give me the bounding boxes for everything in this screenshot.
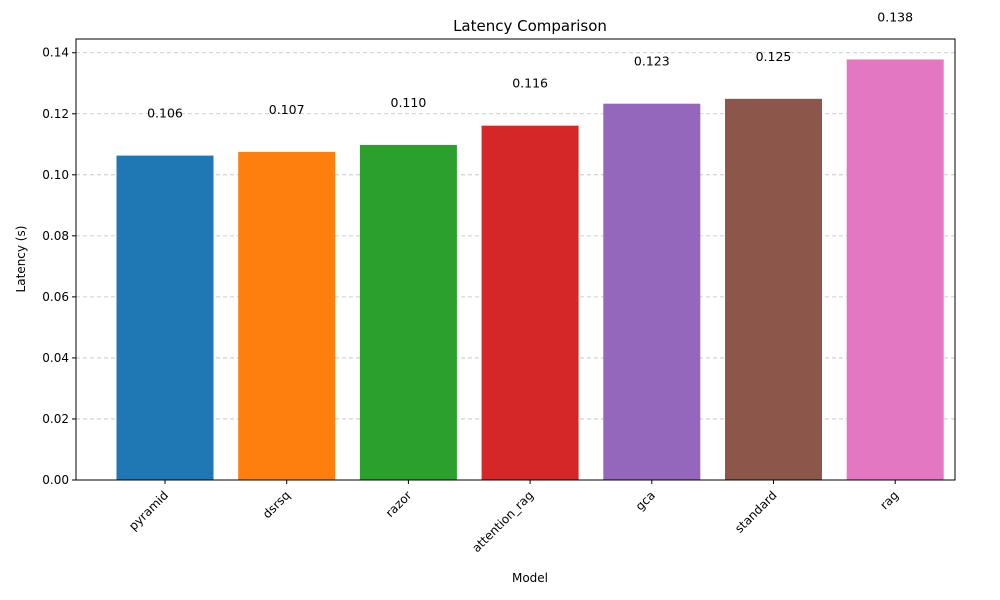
x-axis-label: Model — [512, 571, 548, 585]
y-axis-ticks: 0.00 0.02 0.04 0.06 0.08 0.10 0.12 0.14 — [42, 46, 76, 487]
bar-value-label: 0.107 — [269, 102, 305, 117]
bar-attention_rag — [481, 125, 579, 481]
y-tick-label: 0.14 — [42, 46, 69, 60]
bar-dsrsq — [238, 151, 336, 480]
y-tick-label: 0.04 — [42, 351, 69, 365]
bar-rag — [846, 59, 944, 480]
y-axis-label: Latency (s) — [14, 226, 28, 293]
y-tick-label: 0.02 — [42, 412, 69, 426]
y-tick-label: 0.10 — [42, 168, 69, 182]
chart-title: Latency Comparison — [453, 17, 607, 35]
bar-standard — [725, 98, 822, 481]
plot-frame — [75, 38, 956, 481]
bar-pyramid — [116, 155, 214, 480]
bar-value-label: 0.125 — [756, 49, 792, 64]
bar-gca — [603, 103, 701, 480]
bar-value-label: 0.138 — [877, 9, 913, 24]
y-tick-label: 0.12 — [42, 107, 69, 121]
bars — [116, 59, 944, 481]
bar-value-label: 0.106 — [147, 106, 183, 121]
data-labels: 0.106 0.107 0.110 0.116 0.123 0.125 0.138 — [147, 9, 913, 120]
bar-value-label: 0.123 — [634, 54, 670, 69]
y-tick-label: 0.00 — [42, 473, 69, 487]
bar-value-label: 0.116 — [512, 76, 548, 91]
y-tick-label: 0.06 — [42, 290, 69, 304]
bar-value-label: 0.110 — [391, 95, 427, 110]
bar-razor — [359, 144, 457, 480]
y-tick-label: 0.08 — [42, 229, 69, 243]
